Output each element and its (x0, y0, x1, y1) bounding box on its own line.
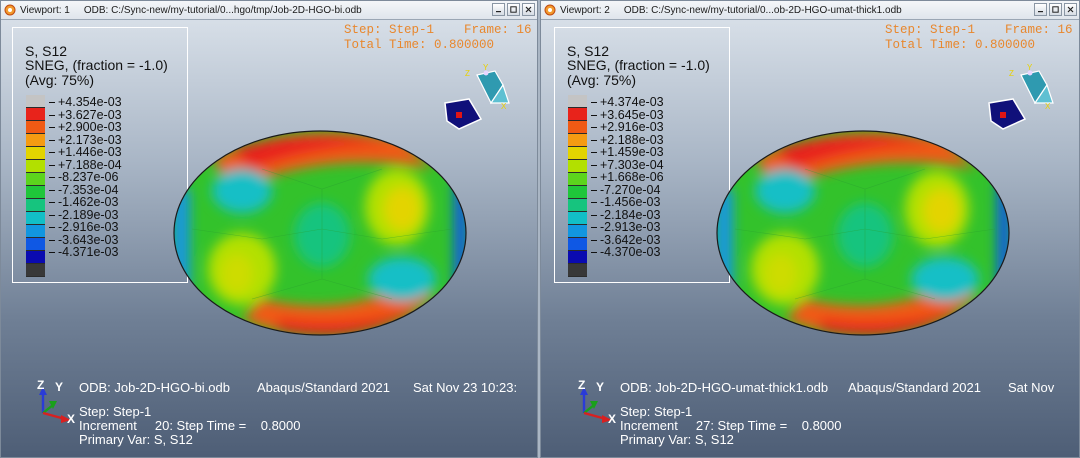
legend-value: +1.668e-06 (591, 171, 664, 184)
legend-value: -7.353e-04 (49, 183, 122, 197)
viewport-title: Viewport: 1 (20, 4, 70, 16)
legend-sneg: SNEG, (fraction = -1.0) (567, 57, 710, 73)
legend-value: -3.642e-03 (591, 233, 664, 247)
abaqus-viewport-icon (544, 4, 556, 16)
axis-label-x: X (608, 412, 617, 426)
status-total-time: Total Time: 0.800000 (885, 38, 1036, 52)
viewport-title: Viewport: 2 (560, 4, 610, 16)
legend-value: +4.354e-03 (49, 96, 122, 109)
odb-path: ODB: C:/Sync-new/my-tutorial/0...ob-2D-H… (623, 4, 902, 16)
legend-avg: (Avg: 75%) (567, 72, 636, 88)
color-bar-labels: +4.374e-03 +3.645e-03 +2.916e-03 +2.188e… (591, 96, 664, 259)
close-icon[interactable] (1064, 3, 1077, 16)
legend-value: -1.456e-03 (591, 196, 664, 209)
axis-label-z: Z (578, 378, 586, 392)
info-date: Sat Nov 23 10:23: (413, 380, 518, 395)
color-bar-labels: +4.354e-03 +3.627e-03 +2.900e-03 +2.173e… (49, 96, 122, 259)
svg-text:Z: Z (465, 69, 470, 78)
minimize-icon[interactable] (492, 3, 505, 16)
info-solver: Abaqus/Standard 2021 (848, 380, 981, 395)
svg-text:Y: Y (483, 63, 489, 72)
minimize-icon[interactable] (1034, 3, 1047, 16)
maximize-icon[interactable] (507, 3, 520, 16)
legend-avg: (Avg: 75%) (25, 72, 94, 88)
axis-label-z: Z (37, 378, 45, 392)
status-step: Step: Step-1 (344, 23, 435, 37)
legend-value: -4.370e-03 (591, 246, 664, 259)
legend-value: +1.446e-03 (49, 146, 122, 159)
abaqus-viewport-icon (4, 4, 16, 16)
legend-value: -1.462e-03 (49, 196, 122, 209)
legend-value: +3.645e-03 (591, 108, 664, 122)
legend-value: -2.913e-03 (591, 221, 664, 234)
axis-label-y: Y (55, 380, 64, 394)
info-primary-var: Primary Var: S, S12 (620, 432, 734, 447)
info-odb: ODB: Job-2D-HGO-umat-thick1.odb (620, 380, 829, 395)
legend-value: +2.900e-03 (49, 121, 122, 134)
color-bar (568, 95, 587, 277)
info-primary-var: Primary Var: S, S12 (79, 432, 193, 447)
axis-label-x: X (67, 412, 76, 426)
global-axis-triad-icon: Z Y X (35, 379, 75, 425)
legend-value: +1.459e-03 (591, 146, 664, 159)
viewport-1[interactable]: Viewport: 1 ODB: C:/Sync-new/my-tutorial… (0, 0, 538, 458)
step-status: Step: Step-1 Frame: 16 Total Time: 0.800… (885, 23, 1073, 53)
viewport-2[interactable]: Viewport: 2 ODB: C:/Sync-new/my-tutorial… (540, 0, 1080, 458)
svg-text:Z: Z (1009, 69, 1014, 78)
legend-value: -2.184e-03 (591, 208, 664, 222)
odb-info-block: ODB: Job-2D-HGO-bi.odb Abaqus/Standard 20… (79, 381, 517, 447)
contour-plot-ellipse[interactable] (715, 129, 1011, 337)
view-orientation-triad-icon: Z Y X (439, 63, 519, 133)
global-axis-triad-icon: Z Y X (576, 379, 616, 425)
close-icon[interactable] (522, 3, 535, 16)
legend-value: +7.303e-04 (591, 158, 664, 172)
legend-value: -8.237e-06 (49, 171, 122, 184)
legend-value: -2.189e-03 (49, 208, 122, 222)
contour-legend: S, S12 SNEG, (fraction = -1.0) (Avg: 75%… (554, 27, 730, 283)
status-frame: Frame: 16 (1005, 23, 1073, 37)
viewport-2-titlebar[interactable]: Viewport: 2 ODB: C:/Sync-new/my-tutorial… (541, 1, 1079, 20)
legend-value: +2.916e-03 (591, 121, 664, 134)
svg-text:Y: Y (1027, 63, 1033, 72)
view-orientation-triad-icon: Z Y X (983, 63, 1063, 133)
contour-legend: S, S12 SNEG, (fraction = -1.0) (Avg: 75%… (12, 27, 188, 283)
info-increment: Increment 27: Step Time = 0.8000 (620, 418, 842, 433)
svg-text:X: X (1045, 102, 1051, 111)
legend-sneg: SNEG, (fraction = -1.0) (25, 57, 168, 73)
legend-value: -7.270e-04 (591, 183, 664, 197)
legend-value: +4.374e-03 (591, 96, 664, 109)
info-odb: ODB: Job-2D-HGO-bi.odb (79, 380, 230, 395)
legend-value: +7.188e-04 (49, 158, 122, 172)
legend-value: -4.371e-03 (49, 246, 122, 259)
viewport-1-titlebar[interactable]: Viewport: 1 ODB: C:/Sync-new/my-tutorial… (1, 1, 537, 20)
svg-text:X: X (501, 102, 507, 111)
odb-path: ODB: C:/Sync-new/my-tutorial/0...hgo/tmp… (83, 4, 362, 16)
color-bar (26, 95, 45, 277)
status-frame: Frame: 16 (464, 23, 532, 37)
odb-info-block: ODB: Job-2D-HGO-umat-thick1.odb Abaqus/St… (620, 381, 1054, 447)
axis-label-y: Y (596, 380, 605, 394)
status-total-time: Total Time: 0.800000 (344, 38, 495, 52)
legend-value: -3.643e-03 (49, 233, 122, 247)
legend-variable: S, S12 (25, 43, 68, 59)
legend-variable: S, S12 (567, 43, 610, 59)
legend-value: +2.188e-03 (591, 133, 664, 147)
legend-value: +3.627e-03 (49, 108, 122, 122)
legend-value: -2.916e-03 (49, 221, 122, 234)
info-date: Sat Nov (1008, 380, 1055, 395)
info-solver: Abaqus/Standard 2021 (257, 380, 390, 395)
step-status: Step: Step-1 Frame: 16 Total Time: 0.800… (344, 23, 532, 53)
maximize-icon[interactable] (1049, 3, 1062, 16)
info-increment: Increment 20: Step Time = 0.8000 (79, 418, 301, 433)
info-step: Step: Step-1 (79, 404, 152, 419)
legend-value: +2.173e-03 (49, 133, 122, 147)
contour-plot-ellipse[interactable] (172, 129, 468, 337)
info-step: Step: Step-1 (620, 404, 693, 419)
status-step: Step: Step-1 (885, 23, 976, 37)
